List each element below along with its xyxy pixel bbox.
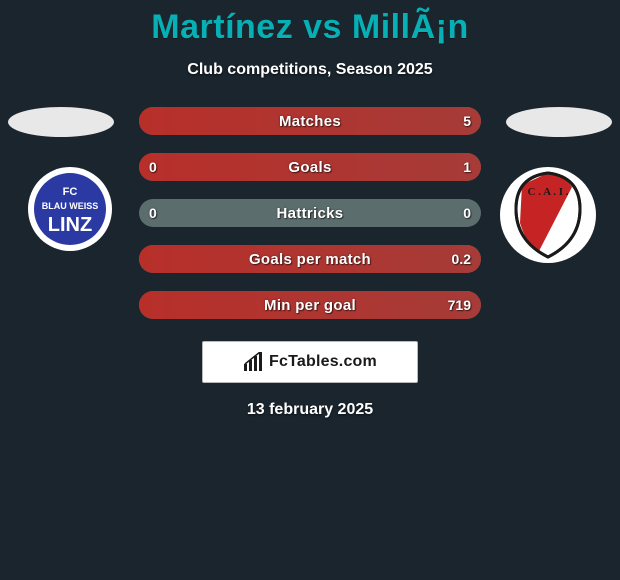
stat-label: Matches — [279, 113, 341, 130]
page-subtitle: Club competitions, Season 2025 — [187, 61, 432, 79]
badge-right-letters: C . A . I . — [528, 186, 569, 198]
content-area: FC BLAU WEISS LINZ C . A . I . Matches 5 0… — [0, 107, 620, 580]
stat-value-right: 719 — [448, 297, 471, 313]
badge-left-text-bot: LINZ — [48, 214, 92, 236]
stat-row: Min per goal 719 — [139, 291, 481, 319]
stat-row: 0 Hattricks 0 — [139, 199, 481, 227]
left-club-badge: FC BLAU WEISS LINZ — [20, 165, 120, 253]
left-ellipse-decor — [8, 107, 114, 137]
page-title: Martínez vs MillÃ¡n — [151, 8, 468, 47]
bars-icon — [243, 352, 265, 372]
fctables-logo-box[interactable]: FcTables.com — [202, 341, 418, 383]
stat-value-left: 0 — [149, 159, 157, 175]
stat-value-right: 0.2 — [452, 251, 471, 267]
stat-rows: Matches 5 0 Goals 1 0 Hattricks 0 Goals per matc… — [139, 107, 481, 319]
fctables-logo-text: FcTables.com — [269, 353, 377, 371]
stat-value-left: 0 — [149, 205, 157, 221]
stat-row: 0 Goals 1 — [139, 153, 481, 181]
stat-row: Goals per match 0.2 — [139, 245, 481, 273]
badge-left-svg: FC BLAU WEISS LINZ — [20, 165, 120, 253]
stat-label: Goals per match — [249, 251, 371, 268]
right-ellipse-decor — [506, 107, 612, 137]
stat-label: Goals — [288, 159, 331, 176]
stat-value-right: 1 — [463, 159, 471, 175]
badge-right-svg: C . A . I . — [498, 165, 598, 265]
stat-value-right: 0 — [463, 205, 471, 221]
stat-value-right: 5 — [463, 113, 471, 129]
stat-label: Min per goal — [264, 297, 356, 314]
page-root: Martínez vs MillÃ¡n Club competitions, S… — [0, 0, 620, 580]
footer-date: 13 february 2025 — [0, 401, 620, 419]
badge-left-text-mid: BLAU WEISS — [42, 201, 99, 211]
badge-left-text-top: FC — [63, 186, 78, 198]
stat-row: Matches 5 — [139, 107, 481, 135]
stat-label: Hattricks — [277, 205, 344, 222]
right-club-badge: C . A . I . — [498, 165, 598, 253]
